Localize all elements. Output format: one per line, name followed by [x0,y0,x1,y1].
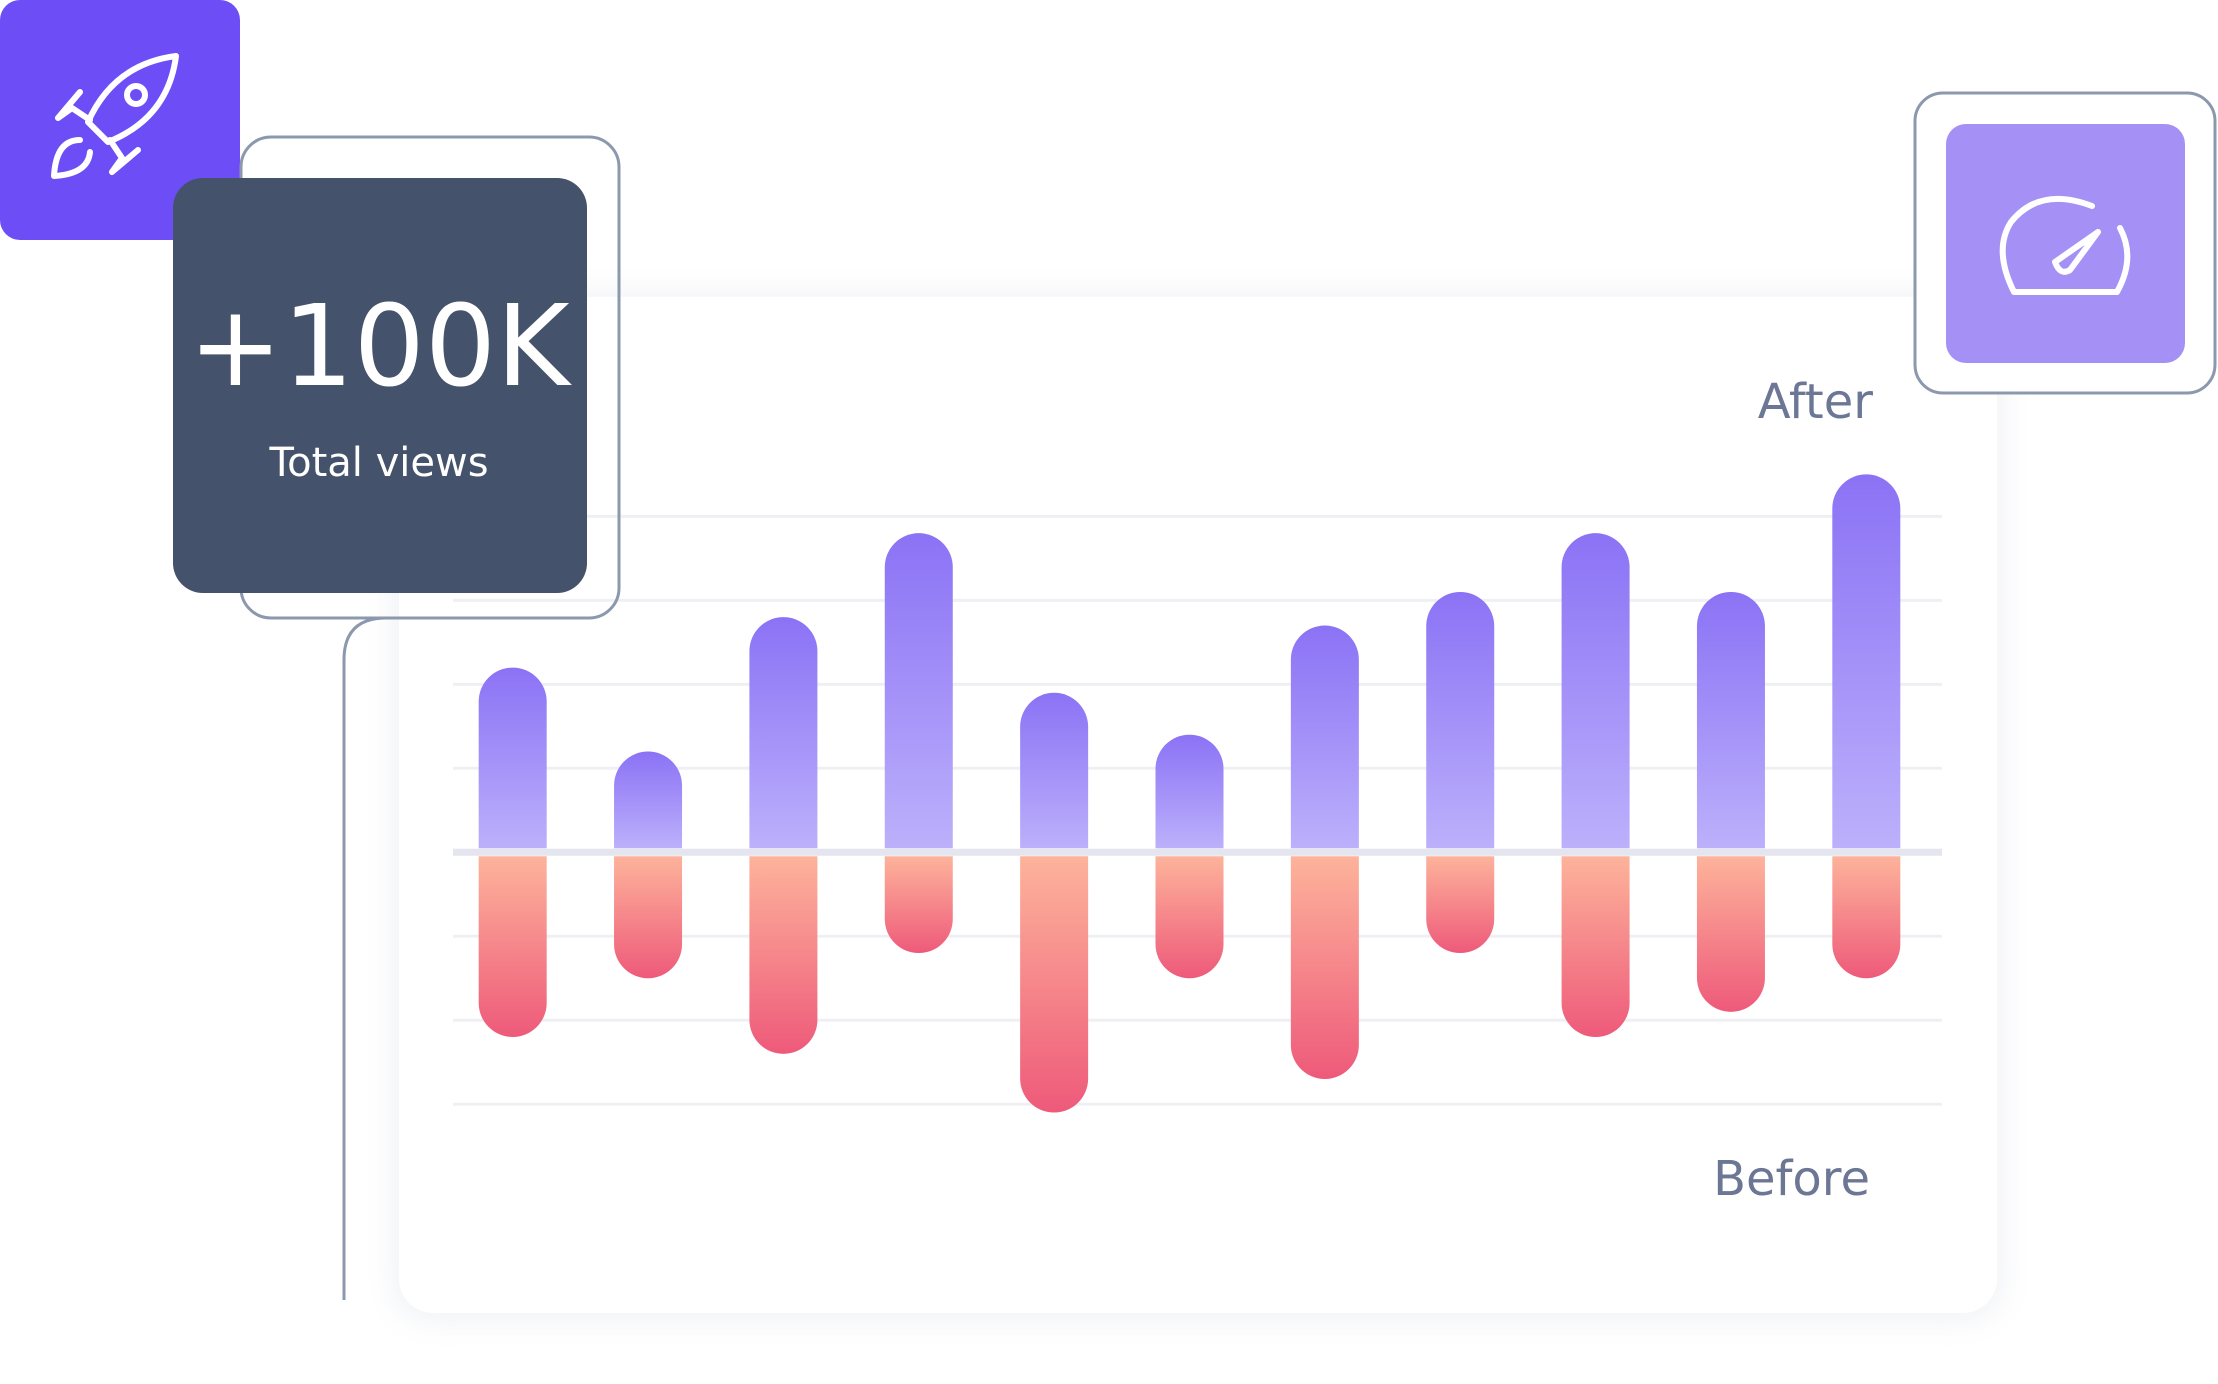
bar [1155,734,1224,849]
bar [1832,474,1901,849]
rocket-tile [0,0,240,240]
bar [478,856,547,1037]
bar [1155,856,1224,979]
bar [884,533,953,849]
bar [749,617,818,849]
gauge-icon [1999,195,2131,295]
bar [1020,856,1089,1113]
stat-card [173,178,587,593]
bar [884,856,953,954]
plot [453,474,1942,1113]
bar [1561,533,1630,849]
legend-before: Before [1713,1151,1870,1207]
bar [1020,692,1089,849]
stat-label: Total views [268,440,488,486]
bar [1290,856,1359,1080]
bar [478,667,547,849]
bar [1426,856,1495,954]
legend-after: After [1758,374,1874,430]
bar [614,856,683,979]
rocket-icon [51,53,179,179]
gauge-tile [1946,124,2185,363]
bar [1832,856,1901,979]
bar [1290,625,1359,849]
bar [1426,591,1495,849]
stat-value: +100K [188,282,572,412]
bar [1696,856,1765,1012]
bar [749,856,818,1054]
bar [614,751,683,849]
bar [1561,856,1630,1038]
bar [1696,591,1765,849]
